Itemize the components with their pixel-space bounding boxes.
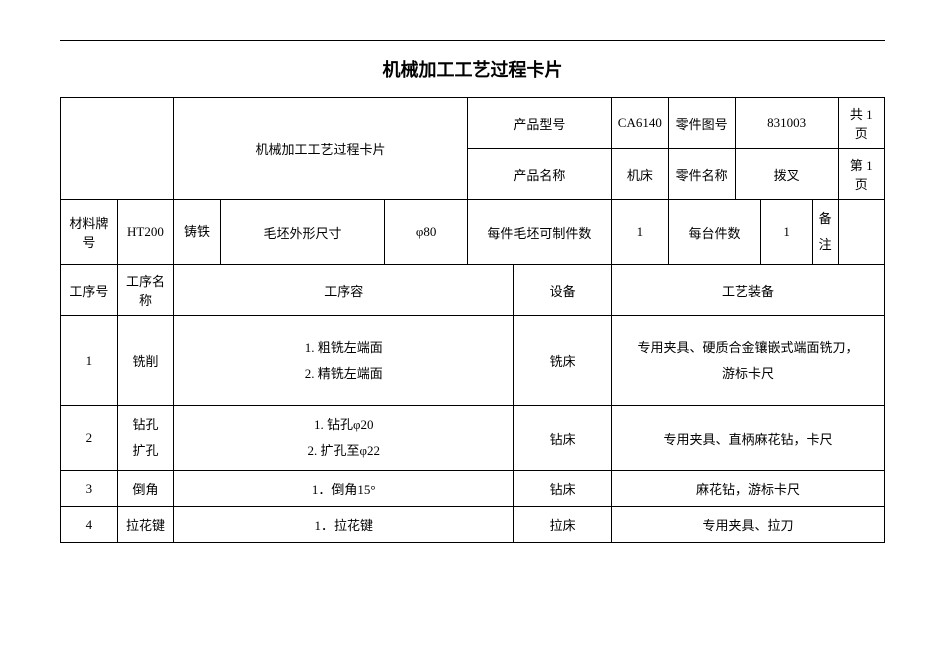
material-type: 铸铁	[174, 200, 220, 265]
proc-content: 1．拉花键	[174, 507, 514, 543]
part-drawing-no-label: 零件图号	[668, 98, 735, 149]
proc-no: 1	[61, 316, 118, 406]
per-blank-label: 每件毛坯可制件数	[467, 200, 611, 265]
proc-tooling: 专用夹具、拉刀	[612, 507, 885, 543]
top-rule	[60, 40, 885, 41]
proc-tooling: 专用夹具、直柄麻花钻，卡尺	[612, 406, 885, 471]
col-proc-no: 工序号	[61, 265, 118, 316]
proc-content: 1. 钻孔φ202. 扩孔至φ22	[174, 406, 514, 471]
proc-equipment: 铣床	[514, 316, 612, 406]
proc-content: 1．倒角15°	[174, 471, 514, 507]
blank-size-label: 毛坯外形尺寸	[220, 200, 385, 265]
page-title: 机械加工工艺过程卡片	[60, 56, 885, 82]
part-name-label: 零件名称	[668, 149, 735, 200]
material-grade-label: 材料牌号	[61, 200, 118, 265]
part-drawing-no: 831003	[735, 98, 838, 149]
col-proc-name: 工序名称	[117, 265, 174, 316]
header-blank	[61, 98, 174, 200]
proc-name: 钻孔扩孔	[117, 406, 174, 471]
per-machine-label: 每台件数	[668, 200, 761, 265]
proc-no: 4	[61, 507, 118, 543]
product-model: CA6140	[612, 98, 669, 149]
proc-no: 3	[61, 471, 118, 507]
proc-name: 倒角	[117, 471, 174, 507]
proc-name: 铣削	[117, 316, 174, 406]
product-name: 机床	[612, 149, 669, 200]
col-tooling: 工艺装备	[612, 265, 885, 316]
proc-no: 2	[61, 406, 118, 471]
product-name-label: 产品名称	[467, 149, 611, 200]
proc-equipment: 拉床	[514, 507, 612, 543]
process-card-table: 机械加工工艺过程卡片 产品型号 CA6140 零件图号 831003 共 1 页…	[60, 97, 885, 543]
col-proc-content: 工序容	[174, 265, 514, 316]
part-name: 拨叉	[735, 149, 838, 200]
col-equipment: 设备	[514, 265, 612, 316]
proc-content: 1. 粗铣左端面2. 精铣左端面	[174, 316, 514, 406]
proc-name: 拉花键	[117, 507, 174, 543]
per-blank: 1	[612, 200, 669, 265]
product-model-label: 产品型号	[467, 98, 611, 149]
proc-equipment: 钻床	[514, 406, 612, 471]
card-label: 机械加工工艺过程卡片	[174, 98, 468, 200]
per-machine: 1	[761, 200, 812, 265]
proc-tooling: 专用夹具、硬质合金镶嵌式端面铣刀，游标卡尺	[612, 316, 885, 406]
blank-size: φ80	[385, 200, 467, 265]
page-total: 共 1 页	[838, 98, 884, 149]
remark-label: 备注	[812, 200, 838, 265]
proc-equipment: 钻床	[514, 471, 612, 507]
proc-tooling: 麻花钻，游标卡尺	[612, 471, 885, 507]
remark-blank	[838, 200, 884, 265]
page-current: 第 1 页	[838, 149, 884, 200]
material-grade: HT200	[117, 200, 174, 265]
